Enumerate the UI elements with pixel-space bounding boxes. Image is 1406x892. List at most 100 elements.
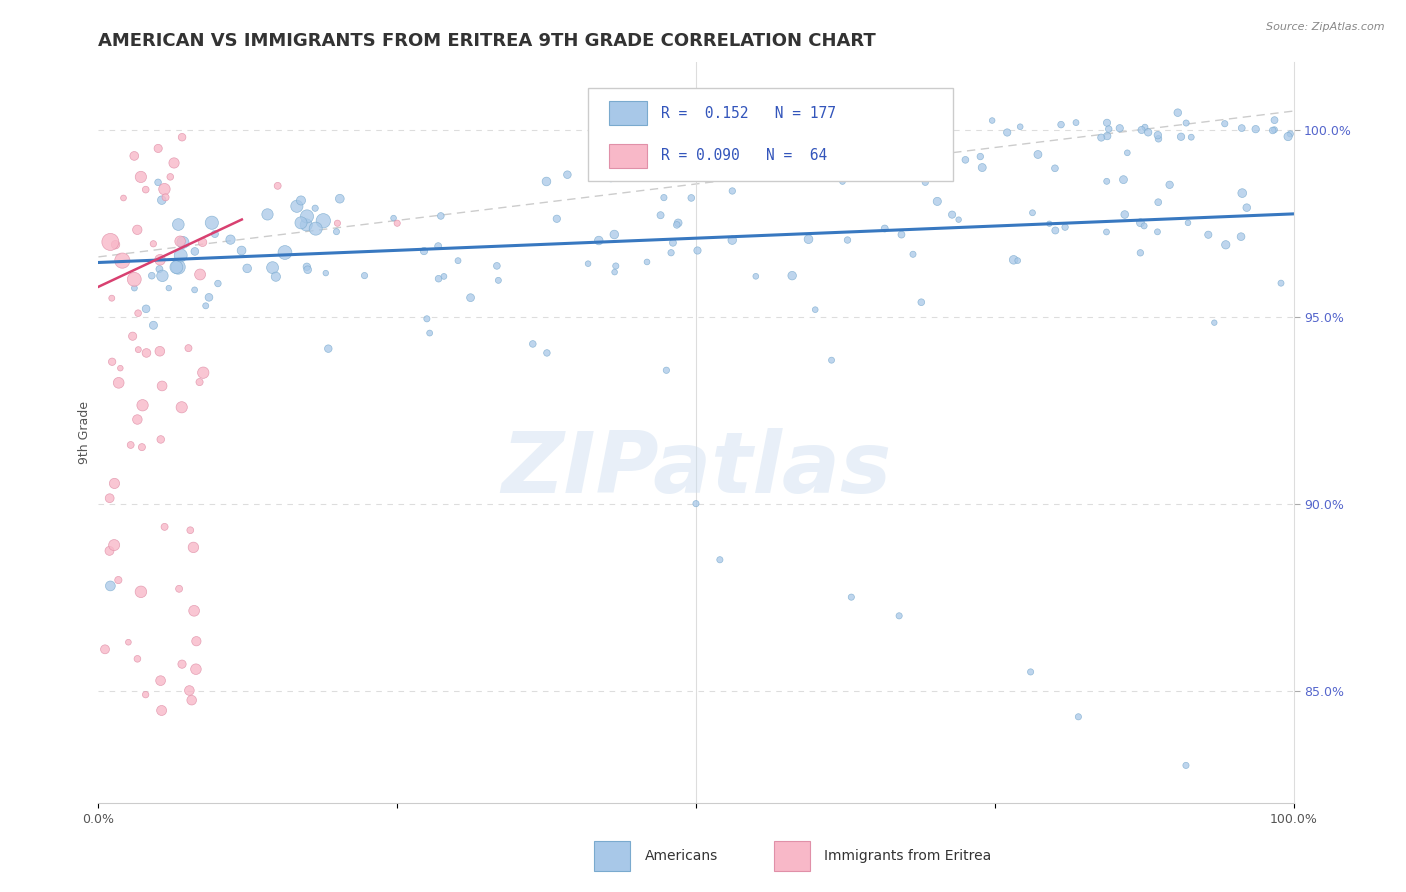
Point — [794, 148, 817, 162]
Point — [685, 497, 707, 511]
FancyBboxPatch shape — [589, 88, 953, 181]
Point — [304, 201, 326, 215]
Point — [110, 361, 132, 376]
Point — [120, 438, 142, 452]
Point — [690, 118, 713, 132]
Point — [1180, 130, 1202, 145]
Point — [305, 221, 328, 235]
Point — [782, 152, 804, 166]
Point — [152, 268, 174, 283]
Point — [1114, 207, 1136, 221]
Point — [1213, 117, 1236, 131]
Point — [98, 235, 122, 249]
Point — [155, 190, 177, 204]
Point — [823, 148, 845, 162]
Point — [969, 149, 991, 163]
Point — [127, 652, 149, 666]
Point — [312, 214, 335, 228]
Point — [290, 216, 312, 230]
Point — [267, 178, 290, 193]
Point — [1095, 225, 1118, 239]
Point — [1098, 122, 1121, 136]
Point — [262, 260, 284, 275]
Point — [588, 234, 610, 248]
Point — [1054, 220, 1077, 235]
Point — [121, 329, 143, 343]
Point — [1010, 120, 1032, 134]
Point — [801, 155, 824, 169]
Text: Source: ZipAtlas.com: Source: ZipAtlas.com — [1267, 22, 1385, 32]
Point — [177, 341, 200, 355]
Point — [1147, 128, 1170, 143]
Point — [179, 683, 201, 698]
Point — [183, 283, 205, 297]
Point — [295, 210, 318, 224]
Point — [416, 311, 439, 326]
Point — [167, 582, 190, 596]
Point — [759, 119, 782, 133]
Point — [103, 538, 125, 552]
Point — [1197, 227, 1219, 242]
Point — [165, 260, 187, 275]
Point — [1159, 178, 1181, 192]
Text: Americans: Americans — [644, 849, 718, 863]
Point — [1215, 237, 1237, 252]
Point — [94, 642, 117, 657]
Point — [180, 693, 202, 707]
Point — [1230, 121, 1253, 136]
Point — [905, 130, 928, 145]
Point — [135, 346, 157, 360]
Point — [600, 171, 623, 186]
Point — [129, 584, 152, 599]
Point — [150, 193, 173, 207]
Point — [148, 262, 170, 277]
Point — [721, 233, 744, 247]
Point — [231, 244, 253, 258]
Point — [576, 257, 599, 271]
Point — [1133, 219, 1156, 233]
Point — [718, 130, 741, 145]
Point — [879, 155, 901, 169]
Point — [135, 301, 157, 316]
Point — [1026, 147, 1049, 161]
Point — [804, 302, 827, 317]
Point — [131, 398, 153, 412]
Point — [290, 194, 312, 208]
Point — [941, 208, 963, 222]
Point — [1277, 129, 1299, 144]
Point — [1230, 229, 1253, 244]
Point — [1064, 115, 1087, 129]
Point — [274, 245, 297, 260]
Point — [995, 126, 1018, 140]
Point — [557, 168, 579, 182]
Point — [1129, 216, 1152, 230]
Point — [915, 120, 938, 135]
Point — [353, 268, 375, 283]
Point — [873, 221, 896, 235]
Point — [98, 579, 122, 593]
Bar — [609, 145, 647, 168]
Point — [889, 608, 911, 623]
Point — [107, 376, 129, 390]
Point — [117, 635, 139, 649]
Point — [844, 133, 866, 147]
Point — [749, 123, 772, 137]
Point — [188, 375, 211, 389]
Point — [201, 216, 224, 230]
Point — [295, 260, 318, 274]
Point — [1232, 186, 1254, 200]
Point — [603, 227, 626, 242]
Point — [1261, 123, 1284, 137]
Point — [1177, 216, 1199, 230]
Point — [1133, 120, 1156, 135]
Point — [127, 412, 149, 426]
Point — [1236, 201, 1258, 215]
Point — [104, 237, 127, 252]
Text: AMERICAN VS IMMIGRANTS FROM ERITREA 9TH GRADE CORRELATION CHART: AMERICAN VS IMMIGRANTS FROM ERITREA 9TH … — [98, 32, 876, 50]
Point — [236, 261, 259, 276]
Point — [1007, 253, 1029, 268]
Point — [142, 236, 165, 251]
Point — [191, 235, 214, 250]
Point — [901, 247, 924, 261]
Point — [194, 299, 217, 313]
